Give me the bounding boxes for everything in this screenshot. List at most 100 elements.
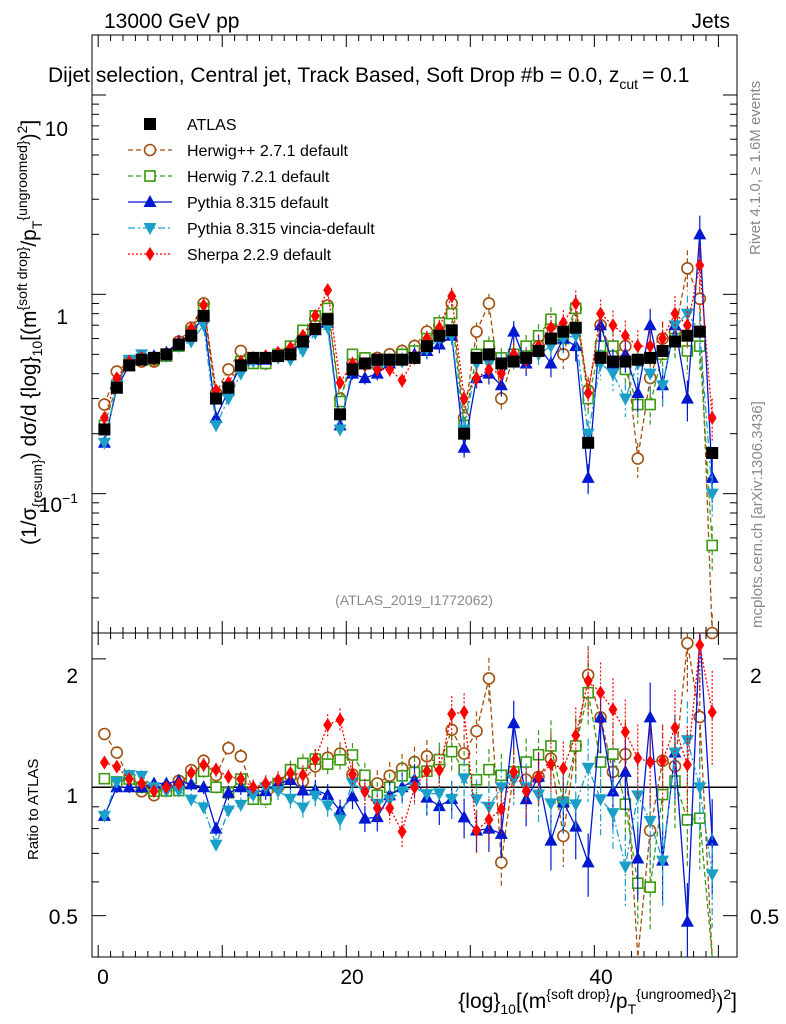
ratio-point-herwigpp bbox=[110, 746, 124, 759]
legend-entry-atlas: ATLAS bbox=[144, 117, 237, 134]
data-point-vincia bbox=[705, 488, 719, 501]
data-point-vincia bbox=[221, 393, 235, 406]
ratio-point-pythia bbox=[184, 777, 198, 790]
data-point-atlas bbox=[582, 436, 595, 449]
ratio-point-vincia bbox=[110, 776, 124, 789]
data-point-sherpa bbox=[335, 375, 345, 390]
data-point-atlas bbox=[321, 313, 334, 326]
series-herwigpp bbox=[98, 250, 719, 640]
data-point-atlas bbox=[160, 348, 173, 361]
y-tick-10: 10 bbox=[45, 118, 68, 141]
data-point-atlas bbox=[172, 338, 185, 351]
legend-label-pythia: Pythia 8.315 default bbox=[187, 195, 329, 212]
ratio-point-sherpa bbox=[211, 762, 221, 777]
ratio-point-herwig7 bbox=[210, 781, 222, 794]
data-point-sherpa bbox=[372, 362, 382, 377]
ratio-point-vincia bbox=[234, 799, 248, 812]
ratio-point-vincia bbox=[333, 814, 347, 827]
ratio-line-vincia bbox=[103, 738, 713, 875]
ratio-point-pythia bbox=[618, 764, 632, 777]
ratio-point-sherpa bbox=[434, 763, 444, 778]
ratio-series bbox=[97, 632, 719, 958]
series-line-herwigpp bbox=[103, 266, 713, 634]
ratio-point-sherpa bbox=[174, 776, 184, 791]
data-point-atlas bbox=[396, 353, 409, 366]
data-point-sherpa bbox=[695, 258, 705, 273]
data-point-pythia bbox=[569, 339, 583, 352]
ratio-point-sherpa bbox=[658, 753, 668, 768]
data-point-sherpa bbox=[633, 339, 643, 354]
data-point-sherpa bbox=[583, 385, 593, 400]
ratio-point-sherpa bbox=[223, 769, 233, 784]
ratio-point-vincia bbox=[606, 808, 620, 821]
ratio-point-vincia bbox=[544, 798, 558, 811]
data-point-atlas bbox=[135, 353, 148, 366]
series-line-vincia bbox=[103, 312, 713, 494]
data-point-pythia bbox=[358, 371, 372, 384]
ratio-point-vincia bbox=[656, 855, 670, 868]
data-point-atlas bbox=[644, 351, 657, 364]
ratio-line-pythia bbox=[103, 632, 713, 922]
data-point-sherpa bbox=[596, 306, 606, 321]
ratio-point-pythia bbox=[122, 780, 136, 793]
ratio-point-sherpa bbox=[112, 759, 122, 774]
data-point-atlas bbox=[656, 344, 669, 357]
ratio-point-pythia bbox=[680, 914, 694, 927]
ratio-point-pythia bbox=[643, 710, 657, 723]
data-point-vincia bbox=[618, 393, 632, 406]
ratio-point-pythia bbox=[209, 821, 223, 834]
ratio-point-sherpa bbox=[199, 757, 209, 772]
legend-label-herwig7: Herwig 7.2.1 default bbox=[187, 169, 330, 186]
data-point-atlas bbox=[123, 359, 136, 372]
data-point-atlas bbox=[681, 329, 694, 342]
ratio-point-vincia bbox=[532, 789, 546, 802]
data-point-pythia bbox=[680, 391, 694, 404]
data-point-atlas bbox=[507, 355, 520, 368]
data-point-pythia bbox=[693, 227, 707, 240]
data-point-atlas bbox=[296, 335, 309, 348]
ratio-point-sherpa bbox=[137, 776, 147, 791]
data-point-atlas bbox=[309, 323, 322, 336]
data-point-pythia bbox=[544, 356, 558, 369]
ratio-point-vincia bbox=[184, 794, 198, 807]
data-point-atlas bbox=[532, 344, 545, 357]
ratio-point-sherpa bbox=[447, 707, 457, 722]
ratio-point-sherpa bbox=[248, 780, 258, 795]
legend: ATLAS Herwig++ 2.7.1 default Herwig 7.2.1 … bbox=[128, 117, 375, 264]
ratio-point-pythia bbox=[345, 789, 359, 802]
data-point-vincia bbox=[581, 428, 595, 441]
data-point-atlas bbox=[334, 408, 347, 421]
ratio-point-pythia bbox=[631, 851, 645, 864]
ratio-series-vincia bbox=[97, 701, 719, 928]
data-point-atlas bbox=[210, 392, 223, 405]
ratio-point-sherpa bbox=[347, 767, 357, 782]
ratio-point-herwigpp bbox=[234, 750, 248, 763]
data-point-sherpa bbox=[99, 410, 109, 425]
ratio-point-vincia bbox=[271, 786, 285, 799]
ratio-tick-0.5-left: 0.5 bbox=[49, 906, 78, 929]
ratio-point-vincia bbox=[457, 773, 471, 786]
ratio-point-vincia bbox=[221, 805, 235, 818]
data-point-atlas bbox=[110, 381, 123, 394]
ratio-point-sherpa bbox=[682, 757, 692, 772]
data-point-atlas bbox=[668, 335, 681, 348]
ratio-point-vincia bbox=[420, 789, 434, 802]
data-point-atlas bbox=[371, 353, 384, 366]
data-point-vincia bbox=[606, 368, 620, 381]
data-point-pythia bbox=[631, 385, 645, 398]
data-point-vincia bbox=[234, 368, 248, 381]
ratio-point-sherpa bbox=[310, 752, 320, 767]
ratio-point-vincia bbox=[246, 790, 260, 803]
ratio-point-herwig7 bbox=[607, 748, 619, 760]
ratio-point-vincia bbox=[172, 785, 186, 798]
ratio-point-sherpa bbox=[521, 784, 531, 799]
ratio-point-herwig7 bbox=[98, 772, 111, 785]
ratio-point-herwig7 bbox=[681, 814, 694, 826]
data-point-sherpa bbox=[472, 371, 482, 386]
ratio-point-sherpa bbox=[422, 764, 432, 779]
data-point-vincia bbox=[333, 424, 347, 437]
ratio-point-sherpa bbox=[459, 705, 469, 720]
ratio-point-sherpa bbox=[620, 724, 630, 739]
ratio-point-vincia bbox=[321, 800, 335, 813]
